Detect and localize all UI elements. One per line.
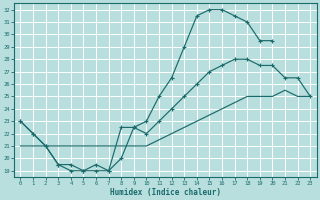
X-axis label: Humidex (Indice chaleur): Humidex (Indice chaleur) — [110, 188, 221, 197]
